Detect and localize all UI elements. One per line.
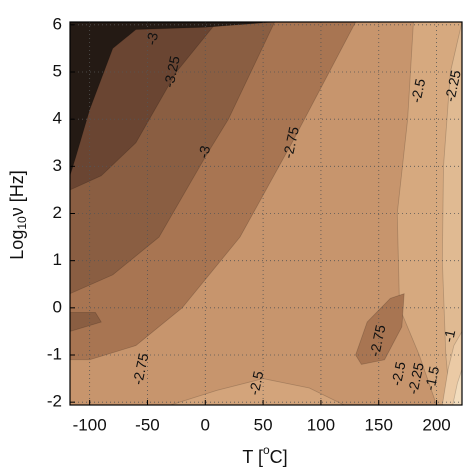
contour-label: -1: [440, 328, 458, 344]
contour-region: [355, 293, 405, 365]
y-tick-label: 5: [53, 61, 62, 80]
y-tick-label: -1: [47, 344, 62, 363]
y-tick-label: -2: [47, 392, 62, 411]
x-tick-label: -50: [135, 415, 160, 434]
y-tick-label: 4: [53, 109, 62, 128]
x-tick-label: 150: [365, 415, 393, 434]
contour-label: -2.25: [441, 68, 463, 103]
contour-label: -2.75: [366, 323, 388, 358]
contour-region: [70, 312, 102, 332]
contour-fills: [70, 22, 462, 405]
contour-label: -2.75: [280, 125, 302, 160]
contour-label: -3.25: [161, 54, 183, 89]
contour-region: [170, 378, 345, 405]
contour-region: [441, 22, 462, 405]
x-tick-label: 200: [422, 415, 450, 434]
x-axis-label: T [oC]: [242, 443, 287, 467]
contour-label: -3: [195, 144, 213, 160]
y-tick-label: 2: [53, 203, 62, 222]
x-tick-label: -100: [73, 415, 107, 434]
x-tick-label: 100: [307, 415, 335, 434]
contour-label: -2.25: [404, 361, 426, 396]
y-tick-label: 6: [53, 14, 62, 33]
contour-label: -1.5: [421, 365, 442, 392]
y-tick-label: 1: [53, 250, 62, 269]
x-tick-label: 50: [254, 415, 273, 434]
contour-label: -2.75: [129, 351, 151, 386]
y-axis-label: Log10ν [Hz]: [7, 170, 29, 259]
x-tick-label: 0: [201, 415, 210, 434]
contour-label: -2.5: [246, 369, 267, 396]
contour-label: -3: [143, 31, 161, 47]
y-tick-label: 0: [53, 297, 62, 316]
contour-labels: -3-3.25-3 -2.75-2.5 -2.25-2.75 -2.5-2.75-2.…: [129, 31, 464, 397]
contour-label: -2.5: [388, 360, 409, 387]
contour-region: [70, 22, 275, 176]
contour-region: [452, 369, 462, 405]
contour-label: -2.5: [408, 77, 429, 104]
axes: -100 -50 0 50 100 150 200 -2 -1 0 1 2 3 4 5 6: [47, 14, 451, 434]
y-tick-label: 3: [53, 156, 62, 175]
grid: [70, 22, 462, 405]
